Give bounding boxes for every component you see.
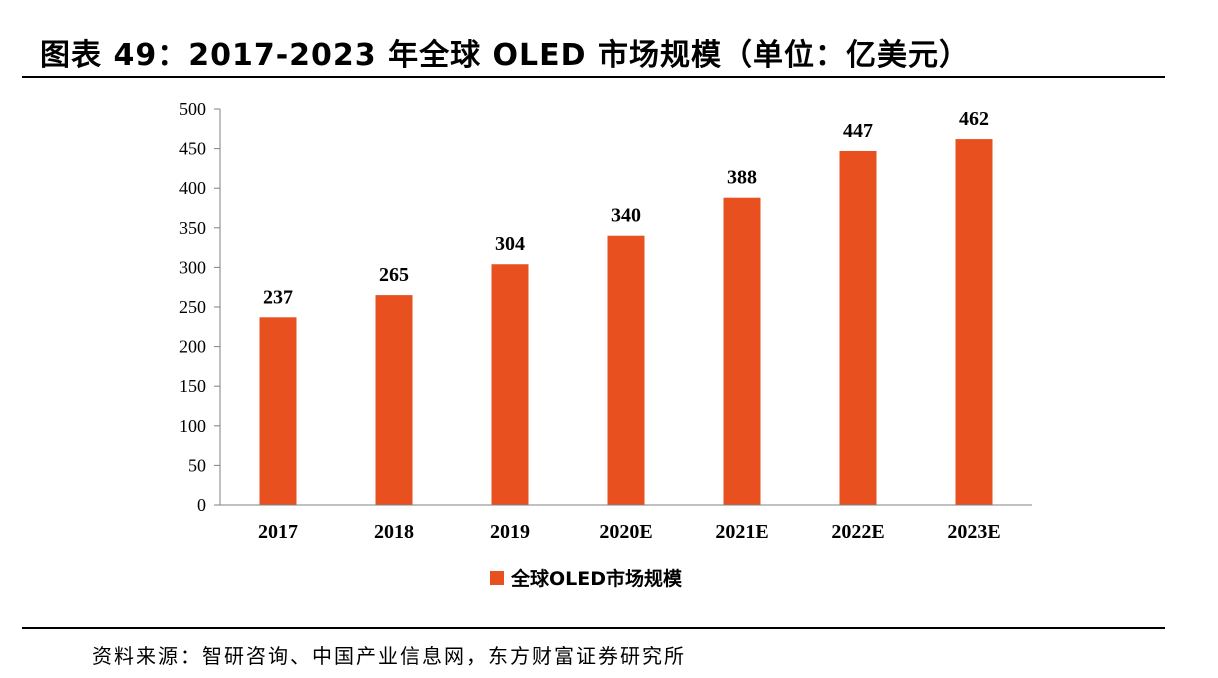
y-tick-label: 450 (179, 139, 206, 159)
bar (955, 139, 993, 505)
x-tick-label: 2021E (715, 521, 768, 543)
source-note: 资料来源：智研咨询、中国产业信息网，东方财富证券研究所 (92, 644, 686, 668)
y-tick-label: 150 (179, 376, 206, 396)
bar (375, 295, 413, 505)
y-tick-label: 100 (179, 416, 206, 436)
bottom-divider (22, 627, 1165, 629)
data-labels: 237 265 304 340 388 447 462 (263, 108, 989, 308)
y-tick-label: 500 (179, 99, 206, 119)
top-divider (22, 76, 1165, 78)
legend: 全球OLED市场规模 (490, 567, 683, 590)
y-axis-ticks: 0 50 100 150 200 250 300 350 400 450 500 (179, 99, 220, 515)
y-tick-label: 400 (179, 178, 206, 198)
x-axis-labels: 2017 2018 2019 2020E 2021E 2022E 2023E (258, 521, 1001, 543)
bar (723, 197, 761, 506)
x-tick-label: 2020E (599, 521, 652, 543)
bar-value-label: 237 (263, 286, 293, 308)
bar-value-label: 340 (611, 205, 641, 227)
y-tick-label: 50 (188, 455, 206, 475)
bar-value-label: 265 (379, 264, 409, 286)
legend-label: 全球OLED市场规模 (510, 567, 683, 590)
x-tick-label: 2023E (947, 521, 1000, 543)
bar (607, 235, 645, 505)
bar (491, 264, 529, 505)
y-tick-label: 0 (197, 495, 206, 515)
chart-title: 图表 49：2017-2023 年全球 OLED 市场规模（单位：亿美元） (40, 38, 970, 73)
bar-value-label: 304 (495, 233, 525, 255)
bar-value-label: 447 (843, 120, 873, 142)
bar-value-label: 388 (727, 167, 757, 189)
y-tick-label: 350 (179, 218, 206, 238)
bar (259, 317, 297, 505)
legend-swatch (490, 571, 504, 585)
bar (839, 150, 877, 505)
x-tick-label: 2018 (374, 521, 414, 543)
x-tick-label: 2019 (490, 521, 530, 543)
y-tick-label: 200 (179, 337, 206, 357)
y-tick-label: 300 (179, 257, 206, 277)
bar-series (259, 139, 993, 506)
x-tick-label: 2022E (831, 521, 884, 543)
y-tick-label: 250 (179, 297, 206, 317)
bar-value-label: 462 (959, 108, 989, 130)
x-tick-label: 2017 (258, 521, 298, 543)
